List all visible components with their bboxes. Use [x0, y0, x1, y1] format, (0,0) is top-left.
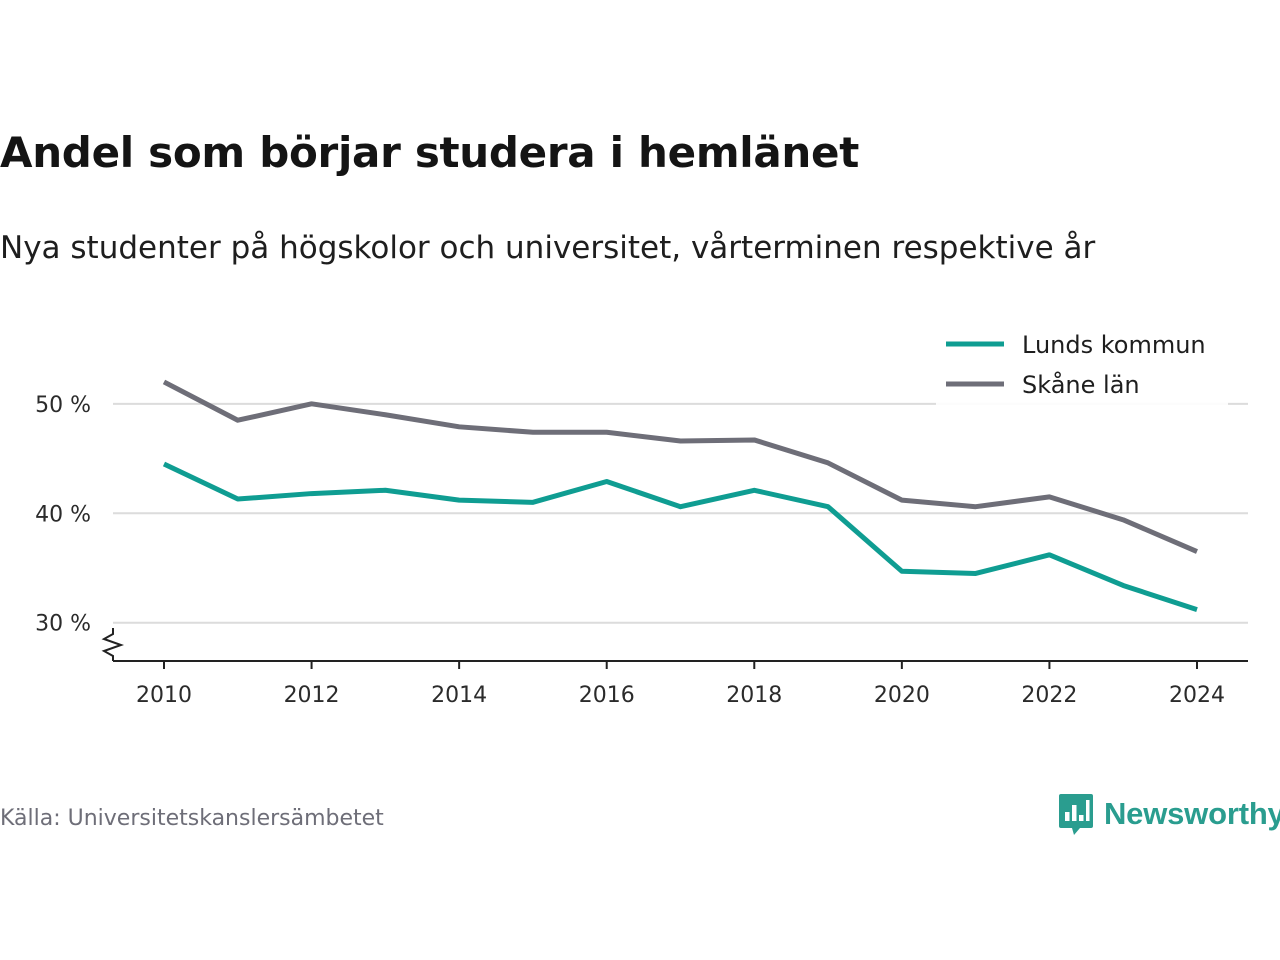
y-tick-label: 30 %	[35, 612, 91, 637]
series-line-0	[162, 461, 1198, 612]
x-axis: 2010 2012 2014 2016 2018 2020 2022 2024	[101, 628, 1248, 708]
brand-logo: Newsworthy	[1058, 792, 1280, 836]
brand-name: Newsworthy	[1104, 796, 1280, 831]
source-note: Källa: Universitetskanslersämbetet	[0, 806, 384, 831]
y-tick-label: 50 %	[35, 393, 91, 418]
series-line-1	[162, 379, 1198, 554]
chart-title: Andel som börjar studera i hemlänet	[0, 128, 859, 177]
line-chart: 30 % 40 % 50 % 2010 2012 2014 2016 2018 2020 202…	[35, 322, 1248, 708]
legend: Lunds kommun Skåne län	[936, 322, 1228, 410]
x-tick-label: 2012	[284, 683, 340, 708]
series-lines	[162, 379, 1198, 612]
chart-subtitle: Nya studenter på högskolor och universit…	[0, 230, 1096, 266]
bar-chart-speech-bubble-icon	[1059, 794, 1093, 835]
x-tick-label: 2016	[579, 683, 635, 708]
axis-break-icon	[101, 628, 125, 661]
legend-label: Lunds kommun	[1022, 331, 1206, 359]
x-tick-label: 2020	[874, 683, 930, 708]
x-tick-label: 2014	[431, 683, 487, 708]
x-tick-label: 2018	[726, 683, 782, 708]
y-axis: 30 % 40 % 50 %	[35, 393, 91, 637]
x-tick-label: 2010	[136, 683, 192, 708]
y-tick-label: 40 %	[35, 502, 91, 527]
x-tick-label: 2024	[1169, 683, 1225, 708]
gridlines	[113, 402, 1248, 624]
legend-label: Skåne län	[1022, 370, 1140, 399]
legend-background	[936, 322, 1228, 410]
x-tick-label: 2022	[1021, 683, 1077, 708]
